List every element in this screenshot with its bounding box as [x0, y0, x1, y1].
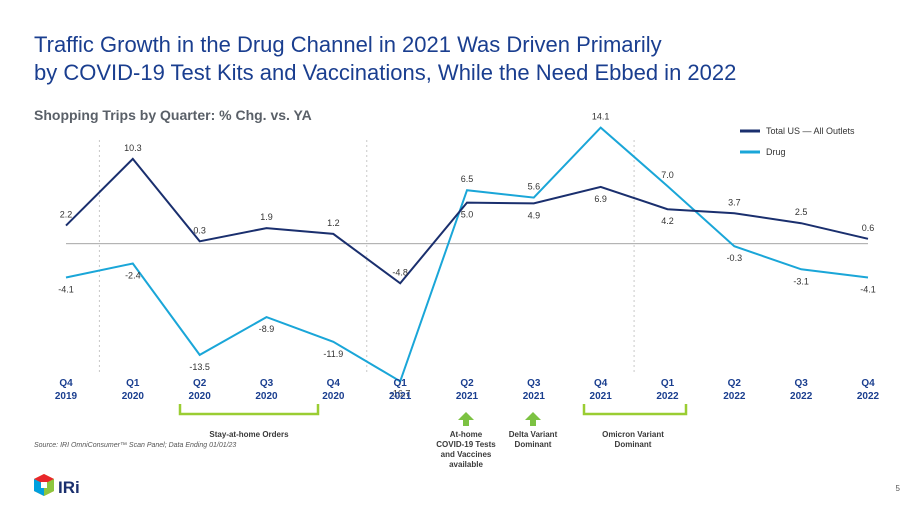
chart-subtitle: Shopping Trips by Quarter: % Chg. vs. YA: [34, 107, 312, 123]
drug-data-label: -13.5: [189, 362, 210, 372]
total-us-data-label: 2.2: [60, 210, 73, 220]
x-tick-quarter: Q3: [794, 378, 808, 389]
total-us-data-label: 3.7: [728, 197, 741, 207]
x-tick-quarter: Q3: [260, 378, 274, 389]
x-tick-year: 2022: [656, 391, 679, 402]
drug-data-label: -4.1: [58, 285, 74, 295]
total-us-data-label: 5.0: [461, 210, 474, 220]
covid-tests-label-4: available: [449, 460, 483, 469]
x-tick-year: 2020: [189, 391, 212, 402]
total-us-data-label: -4.8: [392, 267, 408, 277]
stay-at-home-annotation: Stay-at-home Orders: [178, 404, 320, 439]
covid-tests-annotation: At-home COVID-19 Tests and Vaccines avai…: [436, 412, 496, 469]
x-tick-year: 2019: [55, 391, 78, 402]
x-tick-year: 2021: [456, 391, 479, 402]
title-line-1: Traffic Growth in the Drug Channel in 20…: [34, 32, 662, 57]
x-tick-quarter: Q3: [527, 378, 541, 389]
total-us-data-label: 2.5: [795, 207, 808, 217]
page-title: Traffic Growth in the Drug Channel in 20…: [34, 31, 736, 87]
x-tick-quarter: Q1: [661, 378, 675, 389]
covid-tests-label-1: At-home: [450, 430, 483, 439]
x-tick-quarter: Q4: [594, 378, 608, 389]
delta-annotation: Delta Variant Dominant: [509, 412, 558, 449]
total-us-data-label: 6.9: [594, 194, 607, 204]
stay-at-home-bracket: [178, 404, 320, 416]
drug-data-label: -3.1: [793, 276, 809, 286]
x-tick-year: 2021: [523, 391, 546, 402]
drug-data-label: -8.9: [259, 324, 275, 334]
title-line-2: by COVID-19 Test Kits and Vaccinations, …: [34, 60, 737, 85]
drug-data-label: -16.7: [390, 388, 411, 398]
chart-grid: [98, 140, 635, 372]
x-tick-year: 2022: [857, 391, 880, 402]
total-us-data-label: 4.9: [528, 210, 541, 220]
data-labels: 2.2 10.3 0.3 1.9 1.2 -4.8 5.0 4.9 6.9 4.2 3.7 2.5 0.…: [58, 112, 876, 399]
x-tick-year: 2020: [322, 391, 345, 402]
covid-tests-label-2: COVID-19 Tests: [436, 440, 496, 449]
omicron-label-1: Omicron Variant: [602, 430, 664, 439]
x-tick-year: 2020: [255, 391, 278, 402]
total-us-data-label: 1.2: [327, 218, 340, 228]
total-us-data-label: 4.2: [661, 216, 674, 226]
x-tick-year: 2022: [790, 391, 813, 402]
x-tick-quarter: Q2: [728, 378, 742, 389]
x-tick-year: 2021: [389, 391, 412, 402]
source-note: Source: IRI OmniConsumer™ Scan Panel; Da…: [34, 442, 237, 449]
legend-total-us-label: Total US — All Outlets: [766, 126, 855, 136]
x-tick-year: 2022: [723, 391, 746, 402]
omicron-bracket: [582, 404, 688, 416]
iri-logo-icon: IRi: [34, 474, 80, 497]
x-tick-quarter: Q4: [861, 378, 875, 389]
x-tick-quarter: Q2: [193, 378, 207, 389]
total-us-data-label: 0.6: [862, 223, 875, 233]
drug-series-line: [65, 126, 869, 383]
drug-data-label: 6.5: [461, 174, 474, 184]
omicron-annotation: Omicron Variant Dominant: [582, 404, 688, 449]
x-tick-year: 2021: [590, 391, 613, 402]
omicron-label-2: Dominant: [615, 440, 652, 449]
drug-data-label: -0.3: [727, 253, 743, 263]
delta-arrow: [525, 412, 541, 426]
total-us-data-label: 10.3: [124, 143, 142, 153]
delta-label-2: Dominant: [515, 440, 552, 449]
drug-data-label: 14.1: [592, 112, 610, 122]
drug-data-label: -11.9: [323, 349, 343, 359]
drug-data-label: 7.0: [661, 170, 674, 180]
x-tick-quarter: Q4: [327, 378, 341, 389]
iri-logo: IRi: [32, 472, 92, 500]
page-number: 5: [895, 484, 900, 493]
legend: Total US — All Outlets Drug: [740, 126, 855, 157]
x-tick-quarter: Q4: [59, 378, 73, 389]
legend-drug-label: Drug: [766, 147, 786, 157]
drug-data-label: -2.4: [125, 271, 141, 281]
covid-tests-label-3: and Vaccines: [441, 450, 492, 459]
total-us-data-label: 0.3: [193, 225, 206, 235]
drug-data-label: -4.1: [860, 285, 876, 295]
delta-label-1: Delta Variant: [509, 430, 558, 439]
x-tick-quarter: Q2: [460, 378, 474, 389]
total-us-data-label: 1.9: [260, 212, 273, 222]
total-us-series-line: [65, 157, 869, 285]
svg-text:IRi: IRi: [58, 478, 80, 497]
x-tick-quarter: Q1: [393, 378, 407, 389]
x-tick-quarter: Q1: [126, 378, 140, 389]
x-axis-ticks: Q4 2019 Q1 2020 Q2 2020 Q3 2020 Q4 2020 Q1 2021 Q2 20…: [55, 378, 880, 402]
stay-at-home-label: Stay-at-home Orders: [209, 430, 289, 439]
covid-tests-arrow: [458, 412, 474, 426]
drug-data-label: 5.6: [528, 182, 541, 192]
x-tick-year: 2020: [122, 391, 145, 402]
